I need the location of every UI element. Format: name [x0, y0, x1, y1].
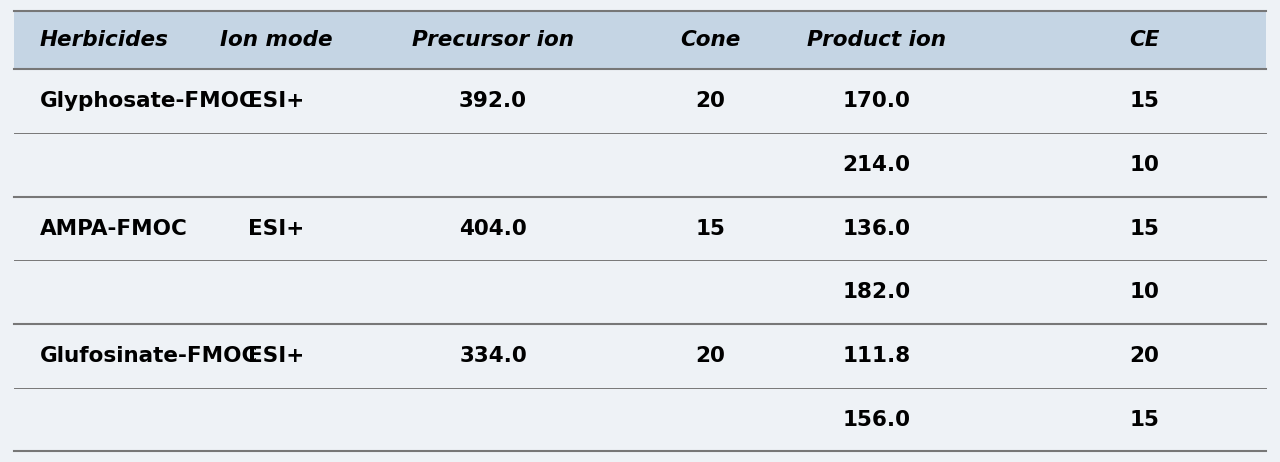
Text: 334.0: 334.0	[460, 346, 527, 366]
Text: 10: 10	[1129, 155, 1160, 175]
Text: 136.0: 136.0	[842, 219, 910, 238]
Text: 111.8: 111.8	[842, 346, 910, 366]
Text: 10: 10	[1129, 282, 1160, 302]
Text: 156.0: 156.0	[842, 410, 910, 430]
Text: 182.0: 182.0	[842, 282, 910, 302]
Text: CE: CE	[1129, 30, 1160, 50]
Text: 20: 20	[695, 91, 726, 111]
Text: 214.0: 214.0	[842, 155, 910, 175]
Text: Product ion: Product ion	[806, 30, 946, 50]
Text: 170.0: 170.0	[842, 91, 910, 111]
Text: Ion mode: Ion mode	[220, 30, 333, 50]
Text: ESI+: ESI+	[248, 91, 305, 111]
Text: 15: 15	[1129, 410, 1160, 430]
Text: Herbicides: Herbicides	[40, 30, 169, 50]
Text: AMPA-FMOC: AMPA-FMOC	[40, 219, 188, 238]
Text: 20: 20	[1129, 346, 1160, 366]
Text: ESI+: ESI+	[248, 346, 305, 366]
Text: 15: 15	[1129, 219, 1160, 238]
Text: Precursor ion: Precursor ion	[412, 30, 575, 50]
Text: 15: 15	[1129, 91, 1160, 111]
FancyBboxPatch shape	[14, 11, 1266, 69]
Text: 15: 15	[695, 219, 726, 238]
Text: Glyphosate-FMOC: Glyphosate-FMOC	[40, 91, 256, 111]
Text: 20: 20	[695, 346, 726, 366]
Text: 404.0: 404.0	[460, 219, 527, 238]
Text: Glufosinate-FMOC: Glufosinate-FMOC	[40, 346, 259, 366]
Text: 392.0: 392.0	[460, 91, 527, 111]
Text: ESI+: ESI+	[248, 219, 305, 238]
Text: Cone: Cone	[680, 30, 740, 50]
